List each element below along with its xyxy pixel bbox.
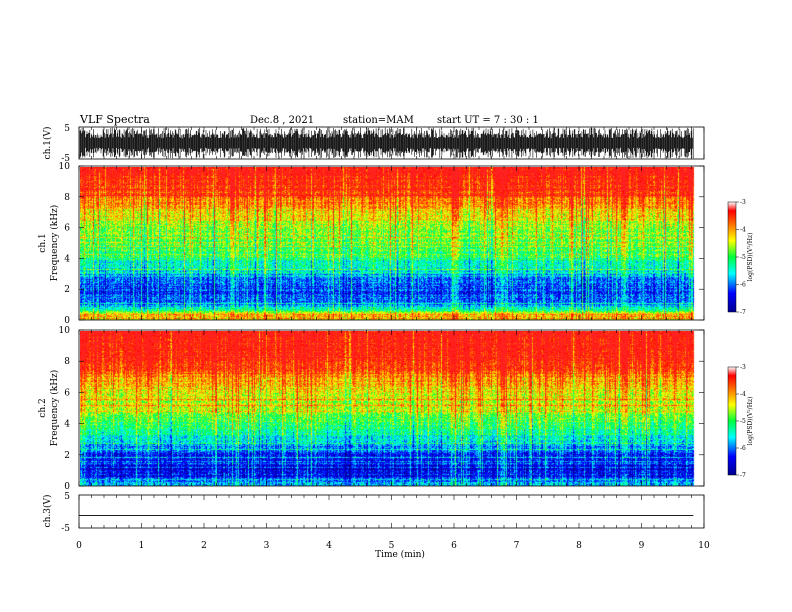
- x-tick-label: 4: [326, 541, 332, 551]
- ch2-spectrogram-ytick-label: 2: [64, 451, 70, 461]
- x-tick-label: 1: [139, 541, 145, 551]
- ch3-ytick-5: 5: [64, 492, 70, 502]
- ch2-spectrogram-ylabel-channel: ch.2: [38, 398, 48, 417]
- ch2-colorbar-scale: [727, 366, 737, 476]
- ch1-waveform-trace: [79, 127, 694, 159]
- ch1-spectrogram-ytick-label: 10: [59, 162, 71, 172]
- ch1-spectrogram-image: [79, 166, 695, 320]
- ch1-colorbar: -3 -4 -5 -6 -7 log(PSD)(V²/Hz): [727, 199, 754, 316]
- ch3-ytick-neg5: -5: [61, 524, 70, 534]
- x-tick-label: 9: [639, 541, 645, 551]
- ch2-spectrogram-ytick-label: 10: [59, 326, 71, 336]
- start-time-label: start UT = 7 : 30 : 1: [437, 115, 539, 126]
- ch2-spectrogram-ytick-label: 4: [64, 420, 70, 430]
- ch2-colorbar-tick-label: -5: [740, 418, 746, 425]
- ch1-spectrogram-ytick-label: 4: [64, 254, 70, 264]
- x-tick-label: 6: [451, 541, 457, 551]
- x-tick-label: 2: [201, 541, 207, 551]
- ch2-colorbar-tick-label: -7: [740, 472, 746, 479]
- x-tick-label: 8: [576, 541, 582, 551]
- ch1-spectrogram-ytick-label: 2: [64, 285, 70, 295]
- ch1-colorbar-tick-label: -3: [740, 199, 746, 206]
- ch2-colorbar-tick-label: -6: [740, 445, 746, 452]
- date-label: Dec.8 , 2021: [250, 115, 314, 126]
- ch1-colorbar-label: log(PSD)(V²/Hz): [747, 233, 754, 282]
- ch1-spectrogram-ylabel-freq: Frequency (kHz): [49, 205, 60, 282]
- ch1-ytick-neg5: -5: [61, 154, 70, 164]
- x-tick-label: 0: [76, 541, 82, 551]
- ch1-colorbar-scale: [727, 201, 737, 313]
- ch1-spectrogram-ylabel-channel: ch.1: [38, 233, 48, 252]
- ch2-colorbar-tick-label: -3: [740, 364, 746, 371]
- ch2-colorbar-tick-label: -4: [740, 391, 746, 398]
- x-tick-label: 10: [698, 541, 710, 551]
- ch1-colorbar-tick-label: -7: [740, 309, 746, 316]
- ch2-spectrogram-ylabel-freq: Frequency (kHz): [49, 370, 60, 447]
- ch3-waveform-ylabel: ch.3(V): [42, 495, 53, 528]
- ch2-spectrogram-ytick-label: 8: [64, 357, 70, 367]
- ch1-colorbar-tick-label: -6: [740, 282, 746, 289]
- ch1-spectrogram-panel: 0 2 4 6 8 10 ch.1 Frequency (kHz): [38, 162, 705, 326]
- ch2-spectrogram-image: [79, 330, 695, 486]
- ch1-waveform-ylabel: ch.1(V): [42, 127, 53, 160]
- ch2-spectrogram-ytick-label: 6: [64, 388, 70, 398]
- ch1-colorbar-tick-label: -5: [740, 254, 746, 261]
- ch1-spectrogram-ytick-label: 8: [64, 193, 70, 203]
- ch2-spectrogram-ytick-label: 0: [64, 482, 70, 492]
- figure-title: VLF Spectra: [79, 113, 150, 126]
- x-tick-label: 3: [264, 541, 270, 551]
- ch1-spectrogram-ytick-label: 6: [64, 224, 70, 234]
- x-axis-label: Time (min): [375, 549, 425, 560]
- ch2-colorbar: -3 -4 -5 -6 -7 log(PSD)(V²/Hz): [727, 364, 754, 479]
- ch2-spectrogram-panel: 0 2 4 6 8 10 ch.2 Frequency (kHz): [38, 326, 705, 492]
- x-tick-label: 7: [514, 541, 520, 551]
- ch1-colorbar-tick-label: -4: [740, 227, 746, 234]
- ch2-colorbar-label: log(PSD)(V²/Hz): [747, 397, 754, 446]
- ch1-ytick-5: 5: [64, 124, 70, 134]
- ch1-spectrogram-ytick-label: 0: [64, 316, 70, 326]
- x-tick-label: 5: [389, 541, 395, 551]
- station-label: station=MAM: [343, 115, 414, 126]
